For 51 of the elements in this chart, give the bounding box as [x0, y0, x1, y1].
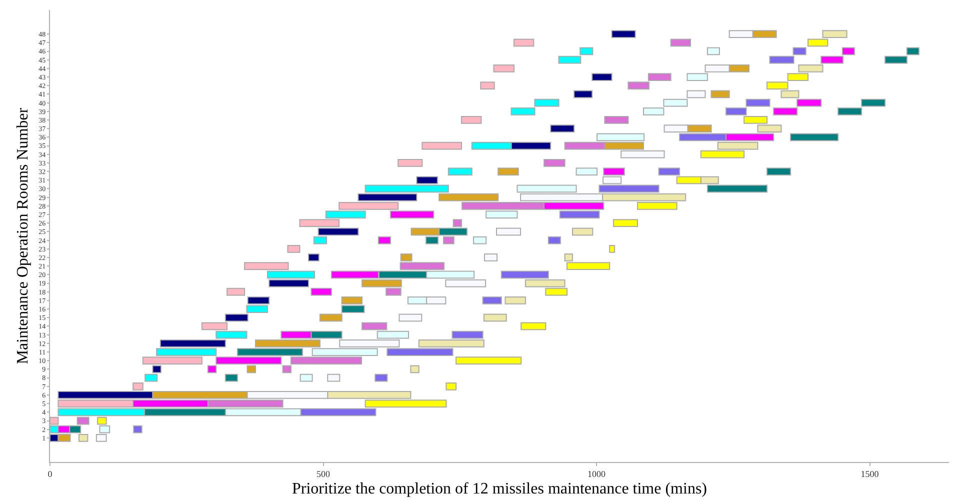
- bar: [473, 236, 487, 244]
- bar: [446, 382, 457, 390]
- bar: [310, 288, 332, 296]
- bar: [520, 322, 546, 330]
- bar: [482, 296, 502, 304]
- x-tick-label: 0: [48, 468, 53, 479]
- y-axis-title: Maintenance Operation Rooms Number: [14, 107, 32, 364]
- bar: [493, 64, 514, 72]
- bar: [544, 159, 566, 167]
- bar: [513, 38, 534, 47]
- bar: [398, 159, 423, 167]
- bar: [592, 73, 612, 81]
- bar: [574, 90, 593, 98]
- bar: [604, 116, 629, 124]
- bar: [790, 133, 839, 142]
- x-tick-label: 1000: [588, 468, 606, 479]
- bar: [461, 116, 482, 124]
- bar: [448, 168, 472, 176]
- bar: [410, 365, 420, 374]
- bar: [496, 228, 522, 236]
- bar: [504, 296, 526, 304]
- bar: [484, 254, 498, 262]
- bar: [308, 254, 320, 262]
- bar: [609, 244, 616, 253]
- bar: [300, 374, 313, 382]
- bar: [224, 374, 238, 382]
- bar: [374, 374, 388, 382]
- bar: [550, 124, 575, 133]
- x-axis-title: Prioritize the completion of 12 missiles maintenance time (mins): [292, 480, 708, 498]
- bar: [422, 142, 462, 150]
- bar: [611, 30, 636, 38]
- bar: [456, 356, 522, 365]
- bar: [287, 244, 300, 253]
- bar: [576, 168, 598, 176]
- bar: [480, 82, 495, 90]
- bar: [378, 236, 391, 244]
- bar: [226, 288, 246, 296]
- bar: [710, 90, 730, 98]
- bar: [327, 374, 340, 382]
- bar: [612, 219, 638, 228]
- x-tick-label: 1500: [860, 468, 880, 479]
- bar: [398, 314, 422, 322]
- bar: [670, 38, 691, 47]
- bar: [498, 168, 519, 176]
- bar: [706, 47, 720, 56]
- bar: [572, 228, 594, 236]
- x-tick-label: 500: [316, 468, 330, 479]
- bar: [766, 168, 792, 176]
- bar: [483, 314, 507, 322]
- bar: [133, 425, 142, 434]
- bar: [548, 236, 561, 244]
